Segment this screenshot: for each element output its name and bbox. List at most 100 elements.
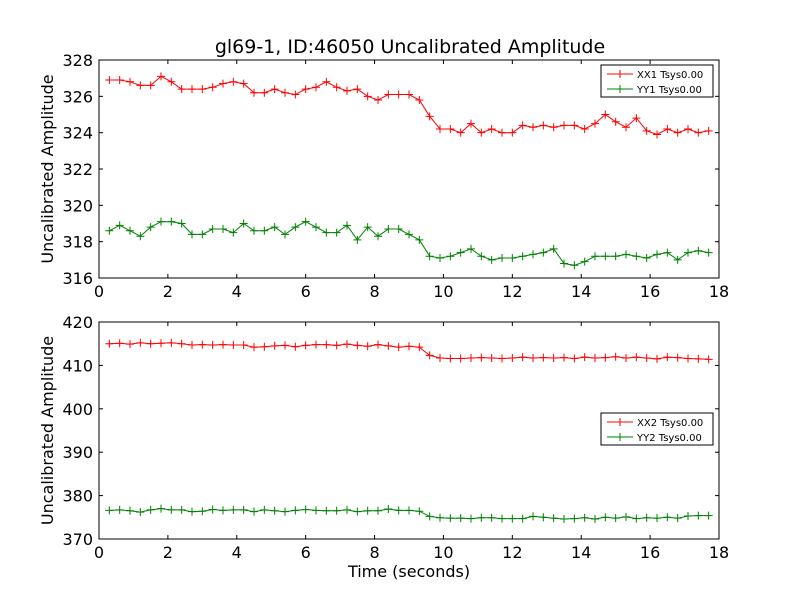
chart1-series-1-marker — [694, 128, 703, 137]
chart2-series-1-marker — [332, 341, 341, 350]
chart2-x-tick-label: 18 — [709, 543, 729, 562]
chart2-series-1-marker — [281, 341, 289, 350]
chart2-x-axis-label: Time (seconds) — [347, 562, 470, 581]
chart2-series-2-marker — [549, 514, 558, 523]
chart1-series-1-marker — [343, 86, 351, 95]
chart2-y-tick-label: 370 — [62, 530, 93, 549]
chart2-series-1-marker — [312, 340, 320, 349]
chart2-x-tick-label: 8 — [369, 543, 379, 562]
chart2-series-1-marker — [394, 343, 403, 352]
chart2-series-1-marker — [498, 354, 506, 363]
chart2-legend-marker-1 — [616, 418, 624, 426]
chart1-x-tick-label: 4 — [232, 282, 242, 301]
chart2-series-2-marker — [601, 513, 610, 522]
chart1-series-2-marker — [301, 217, 310, 226]
chart1-legend-marker-2 — [616, 85, 624, 93]
chart2-series-2-marker — [384, 505, 393, 514]
chart1-series-1-marker — [115, 75, 124, 84]
chart1-series-1-marker — [446, 125, 455, 134]
chart1-series-2-marker — [291, 223, 300, 232]
chart1-y-tick-label: 316 — [62, 269, 93, 288]
chart2-series-2-marker — [580, 513, 589, 522]
chart2-series-2-marker — [591, 515, 599, 524]
chart2-series-1-marker — [591, 354, 599, 363]
chart2-plot-frame — [98, 321, 720, 540]
chart2-series-2-marker — [219, 506, 227, 515]
chart2-series-1-marker — [291, 342, 300, 351]
chart2-series-2-marker — [312, 506, 320, 515]
chart2-series-1-marker — [539, 353, 548, 362]
chart2-series-2-marker — [508, 514, 517, 523]
chart2-series-2-marker — [642, 513, 651, 522]
chart1-series-2-marker — [518, 252, 527, 261]
chart1-series-1-marker — [487, 125, 496, 134]
chart1-series-1-marker — [498, 128, 506, 137]
chart1-series-2-marker — [611, 252, 620, 261]
chart2-legend-label-2: YY2 Tsys0.00 — [636, 433, 702, 444]
chart2-y-tick-label: 410 — [62, 356, 93, 375]
chart2-series-2-marker — [198, 507, 207, 516]
chart1-series-2-marker — [394, 224, 403, 233]
chart2-series-1-marker — [456, 354, 465, 363]
chart2-series-2-marker — [332, 506, 341, 515]
chart1-x-tick-label: 18 — [709, 282, 729, 301]
chart1-series-2-marker — [146, 223, 155, 232]
chart2-series-1-marker — [529, 354, 537, 363]
chart1-series-2-marker — [270, 223, 279, 232]
chart1-series-2-marker — [353, 235, 362, 244]
chart2-x-tick-label: 2 — [163, 543, 173, 562]
chart1-x-tick-label: 16 — [640, 282, 660, 301]
chart1-series-2-marker — [673, 255, 682, 264]
chart2-series-1-marker — [322, 340, 331, 349]
chart1-series-2-marker — [456, 248, 465, 257]
chart1-series-1-marker — [425, 112, 434, 121]
chart1-series-1-marker — [560, 121, 568, 130]
chart2-series-2-marker — [539, 513, 548, 522]
chart2-series-2-marker — [167, 505, 176, 514]
chart1-series-1-marker — [312, 83, 320, 92]
chart2-series-2-marker — [229, 505, 238, 514]
chart1-series-2-marker — [684, 248, 692, 257]
chart2-series-2-marker — [260, 505, 269, 514]
chart2-series-2-marker — [363, 506, 372, 515]
chart1-series-1-marker — [374, 95, 382, 104]
chart1-series-1-marker — [529, 123, 537, 132]
chart1-series-1-marker — [508, 128, 517, 137]
chart1-y-tick-label: 322 — [62, 160, 93, 179]
chart1-series-2-marker — [591, 252, 599, 261]
chart2-series-2-marker — [529, 512, 537, 521]
chart1-series-1-marker — [653, 130, 661, 139]
chart1-x-tick-label: 10 — [433, 282, 453, 301]
chart2-series-1-marker — [694, 354, 703, 363]
chart1-y-tick-label: 320 — [62, 196, 93, 215]
chart1-series-1-marker — [177, 85, 186, 94]
chart2-series-2-marker — [250, 507, 258, 516]
chart1-series-1-marker — [105, 75, 114, 84]
chart2-series-1-marker — [549, 354, 558, 363]
chart2-series-2-marker — [105, 506, 114, 515]
chart2-series-2-marker — [622, 512, 630, 521]
chart1-series-1-marker — [704, 126, 713, 135]
chart1-series-2-marker — [477, 252, 486, 261]
chart1-series-2-marker — [363, 223, 372, 232]
chart1-series-1-marker — [353, 85, 362, 94]
chart1-series-2-marker — [694, 246, 703, 255]
chart2-series-2-marker — [291, 506, 300, 515]
chart1-series-1-marker — [663, 125, 672, 134]
chart1-series-1-marker — [146, 81, 155, 90]
chart2-y-tick-label: 420 — [62, 313, 93, 332]
chart1-y-axis-label: Uncalibrated Amplitude — [38, 74, 57, 263]
chart1-series-2-marker — [467, 244, 475, 253]
chart2-series-1-marker — [343, 340, 351, 349]
chart2-series-2-marker — [467, 514, 475, 523]
chart2-series-2-marker — [343, 505, 351, 514]
chart2-series-1-marker — [363, 342, 372, 351]
chart1-series-1-marker — [208, 83, 217, 92]
chart1-series-1-marker — [157, 72, 165, 81]
chart2-series-1-marker — [250, 343, 258, 352]
chart2-series-1-marker — [229, 341, 238, 350]
chart1-x-tick-label: 2 — [163, 282, 173, 301]
chart1-y-tick-label: 318 — [62, 233, 93, 252]
chart1-series-1-marker — [549, 123, 558, 132]
